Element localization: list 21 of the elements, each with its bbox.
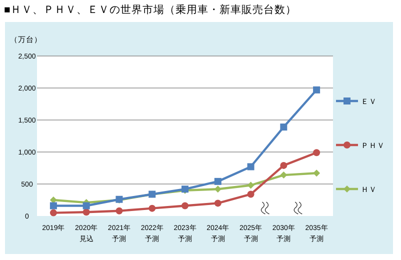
point [116,207,123,214]
point [313,86,320,94]
point [247,190,254,198]
point [280,162,288,169]
point [280,124,288,131]
point [50,209,57,216]
point [313,149,320,156]
point [247,182,254,189]
point [214,200,222,207]
point [247,163,254,170]
point [214,186,222,193]
point [50,202,57,210]
point [214,178,222,185]
point [82,202,90,210]
point [313,170,320,177]
point [182,202,188,210]
chart-title: ■ＨＶ、ＰＨＶ、ＥＶの世界市場（乗用車・新車販売台数） [4,3,296,16]
point [148,204,156,212]
point [280,172,288,179]
point [50,196,57,204]
point [82,208,90,216]
